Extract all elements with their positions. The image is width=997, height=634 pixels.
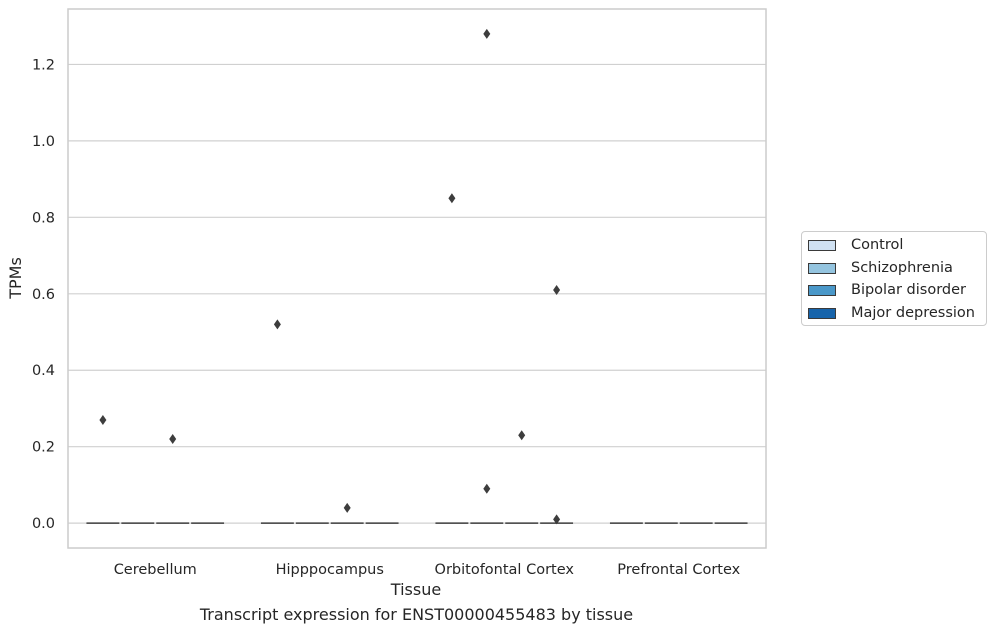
y-tick-label: 0.6 bbox=[32, 287, 55, 303]
legend-label: Control bbox=[851, 237, 904, 253]
legend-swatch bbox=[808, 262, 836, 274]
legend-swatch bbox=[808, 239, 836, 251]
outlier-point bbox=[343, 502, 351, 513]
legend: Control Schizophrenia Bipolar disorder M… bbox=[801, 231, 987, 326]
y-tick-label: 1.2 bbox=[32, 57, 55, 73]
x-tick-labels: Cerebellum Hipppocampus Orbitofontal Corte… bbox=[114, 562, 741, 578]
plot-frame bbox=[67, 8, 767, 549]
y-axis-label: TPMs bbox=[6, 257, 25, 300]
outlier-point bbox=[518, 430, 526, 441]
figure-caption: Transcript expression for ENST0000045548… bbox=[199, 605, 634, 624]
y-tick-labels: 0.0 0.2 0.4 0.6 0.8 1.0 1.2 bbox=[32, 57, 55, 532]
x-tick-label: Cerebellum bbox=[114, 562, 197, 578]
outlier-point bbox=[273, 319, 281, 330]
outlier-point bbox=[483, 483, 491, 494]
legend-item-major-depression: Major depression bbox=[808, 303, 975, 323]
legend-item-schizophrenia: Schizophrenia bbox=[808, 258, 953, 278]
legend-swatch bbox=[808, 284, 836, 296]
y-tick-label: 0.4 bbox=[32, 363, 55, 379]
outliers bbox=[99, 28, 561, 525]
y-tick-label: 0.2 bbox=[32, 440, 55, 456]
outlier-point bbox=[169, 434, 177, 445]
x-tick-label: Orbitofontal Cortex bbox=[435, 562, 575, 578]
legend-label: Major depression bbox=[851, 305, 975, 321]
outlier-point bbox=[553, 284, 561, 295]
outlier-point bbox=[448, 193, 456, 204]
legend-item-bipolar-disorder: Bipolar disorder bbox=[808, 280, 966, 300]
legend-label: Bipolar disorder bbox=[851, 282, 966, 298]
grid-lines bbox=[68, 63, 766, 524]
outlier-point bbox=[483, 28, 491, 39]
y-tick-label: 0.8 bbox=[32, 210, 55, 226]
x-tick-label: Hipppocampus bbox=[276, 562, 384, 578]
y-tick-label: 1.0 bbox=[32, 134, 55, 150]
x-axis-label: Tissue bbox=[390, 580, 441, 599]
x-tick-label: Prefrontal Cortex bbox=[617, 562, 740, 578]
y-tick-label: 0.0 bbox=[32, 516, 55, 532]
legend-swatch bbox=[808, 307, 836, 319]
outlier-point bbox=[99, 414, 107, 425]
legend-item-control: Control bbox=[808, 235, 903, 255]
legend-label: Schizophrenia bbox=[851, 260, 953, 276]
outlier-point bbox=[553, 514, 561, 525]
